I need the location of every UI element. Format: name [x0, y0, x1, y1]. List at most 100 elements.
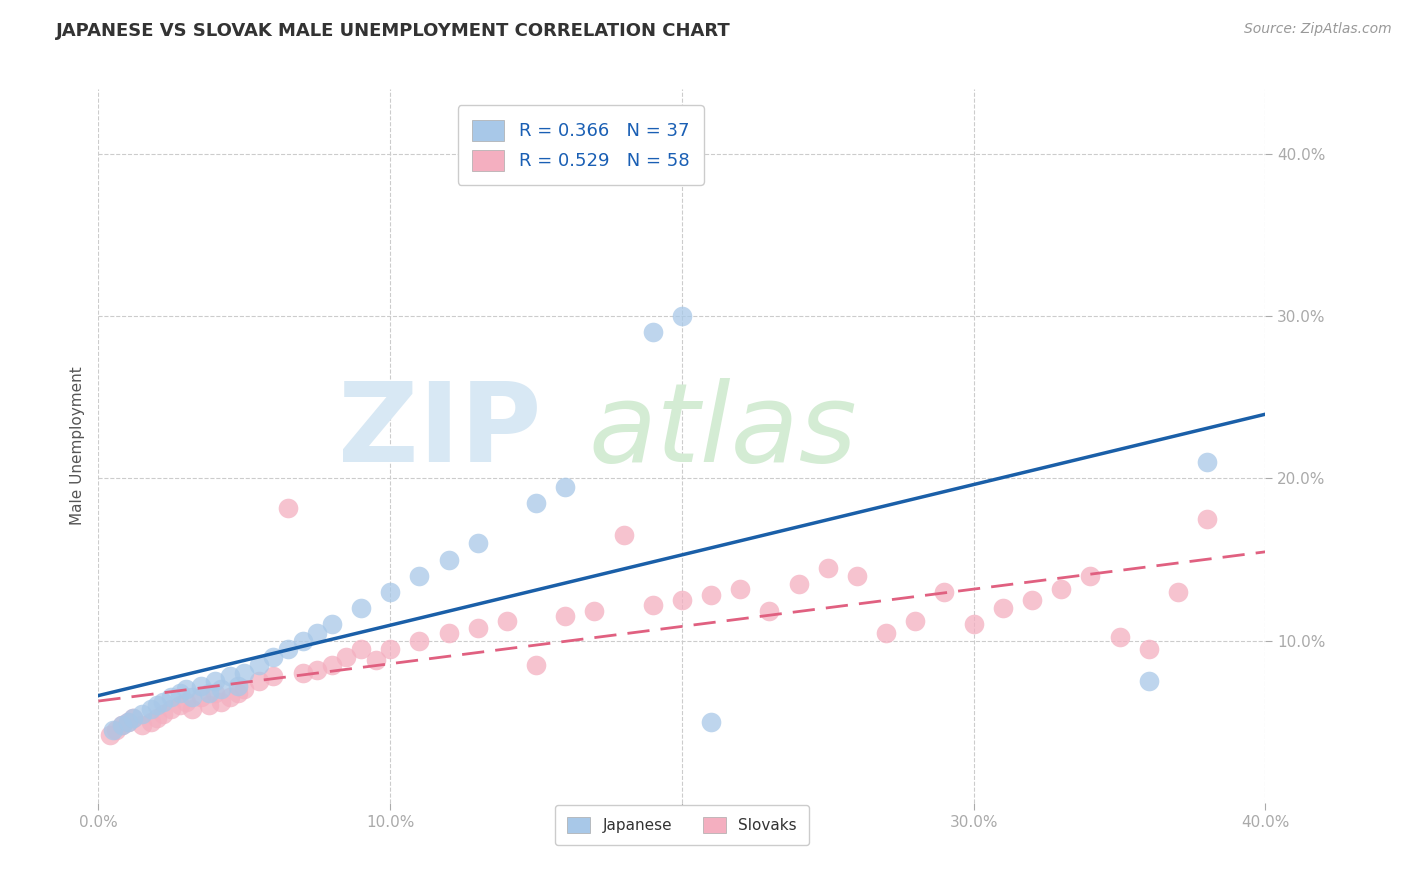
- Point: [1021, 593, 1043, 607]
- Point: [307, 663, 329, 677]
- Point: [122, 711, 145, 725]
- Point: [209, 682, 232, 697]
- Point: [991, 601, 1014, 615]
- Point: [174, 695, 197, 709]
- Point: [277, 500, 299, 515]
- Point: [1050, 582, 1073, 596]
- Point: [467, 536, 489, 550]
- Point: [408, 568, 430, 582]
- Point: [1137, 674, 1160, 689]
- Point: [934, 585, 956, 599]
- Point: [111, 718, 134, 732]
- Point: [180, 690, 202, 705]
- Point: [117, 714, 139, 729]
- Point: [364, 653, 387, 667]
- Point: [233, 666, 256, 681]
- Point: [247, 657, 270, 672]
- Point: [131, 718, 153, 732]
- Point: [335, 649, 357, 664]
- Point: [904, 614, 927, 628]
- Point: [139, 702, 162, 716]
- Point: [700, 714, 723, 729]
- Point: [160, 690, 183, 705]
- Point: [671, 310, 693, 324]
- Point: [554, 609, 576, 624]
- Point: [612, 528, 634, 542]
- Point: [321, 657, 343, 672]
- Point: [1080, 568, 1102, 582]
- Point: [496, 614, 519, 628]
- Point: [218, 669, 240, 683]
- Point: [787, 577, 810, 591]
- Point: [180, 702, 202, 716]
- Point: [169, 685, 191, 699]
- Point: [209, 695, 232, 709]
- Point: [1195, 455, 1218, 469]
- Point: [291, 666, 314, 681]
- Point: [671, 593, 693, 607]
- Point: [321, 617, 343, 632]
- Point: [262, 669, 284, 683]
- Point: [152, 706, 174, 721]
- Point: [190, 679, 212, 693]
- Point: [233, 682, 256, 697]
- Point: [437, 625, 460, 640]
- Point: [174, 682, 197, 697]
- Text: Source: ZipAtlas.com: Source: ZipAtlas.com: [1244, 22, 1392, 37]
- Point: [583, 604, 606, 618]
- Point: [350, 641, 373, 656]
- Text: ZIP: ZIP: [339, 378, 541, 485]
- Point: [190, 690, 212, 705]
- Point: [524, 496, 547, 510]
- Point: [962, 617, 984, 632]
- Point: [111, 718, 134, 732]
- Legend: Japanese, Slovaks: Japanese, Slovaks: [555, 805, 808, 845]
- Point: [262, 649, 284, 664]
- Point: [228, 679, 250, 693]
- Point: [437, 552, 460, 566]
- Point: [641, 598, 664, 612]
- Point: [218, 690, 240, 705]
- Y-axis label: Male Unemployment: Male Unemployment: [69, 367, 84, 525]
- Point: [277, 641, 299, 656]
- Text: JAPANESE VS SLOVAK MALE UNEMPLOYMENT CORRELATION CHART: JAPANESE VS SLOVAK MALE UNEMPLOYMENT COR…: [56, 22, 731, 40]
- Point: [524, 657, 547, 672]
- Point: [198, 698, 221, 713]
- Point: [758, 604, 780, 618]
- Point: [122, 711, 145, 725]
- Point: [169, 698, 191, 713]
- Point: [554, 479, 576, 493]
- Point: [146, 711, 169, 725]
- Point: [875, 625, 897, 640]
- Point: [198, 685, 221, 699]
- Point: [131, 706, 153, 721]
- Point: [700, 588, 723, 602]
- Point: [380, 585, 402, 599]
- Point: [291, 633, 314, 648]
- Point: [350, 601, 373, 615]
- Point: [152, 695, 174, 709]
- Point: [307, 625, 329, 640]
- Point: [204, 685, 226, 699]
- Point: [247, 674, 270, 689]
- Text: atlas: atlas: [589, 378, 858, 485]
- Point: [98, 728, 121, 742]
- Point: [1137, 641, 1160, 656]
- Point: [1195, 512, 1218, 526]
- Point: [408, 633, 430, 648]
- Point: [204, 674, 226, 689]
- Point: [101, 723, 124, 737]
- Point: [730, 582, 752, 596]
- Point: [1167, 585, 1189, 599]
- Point: [1108, 631, 1130, 645]
- Point: [228, 685, 250, 699]
- Point: [817, 560, 839, 574]
- Point: [160, 702, 183, 716]
- Point: [117, 714, 139, 729]
- Point: [104, 723, 127, 737]
- Point: [467, 621, 489, 635]
- Point: [380, 641, 402, 656]
- Point: [139, 714, 162, 729]
- Point: [641, 326, 664, 340]
- Point: [846, 568, 869, 582]
